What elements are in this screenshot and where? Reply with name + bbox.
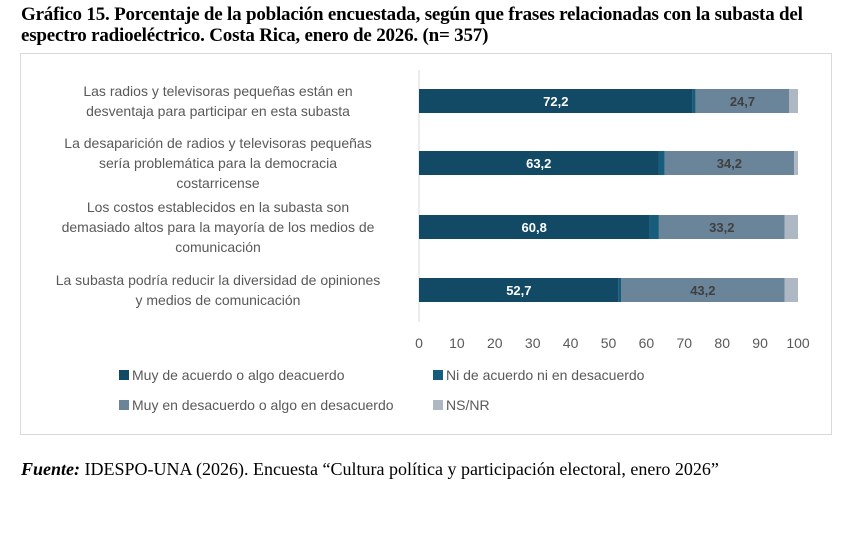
bar-segment [419, 151, 659, 175]
chart-frame [20, 53, 832, 435]
x-tick-label: 30 [525, 335, 541, 351]
chart-title: Gráfico 15. Porcentaje de la población e… [21, 4, 803, 46]
x-tick-label: 40 [563, 335, 579, 351]
x-tick-label: 20 [487, 335, 503, 351]
legend-swatch [433, 400, 443, 410]
legend-swatch [119, 370, 129, 380]
category-label: y medios de comunicación [136, 292, 301, 308]
bar-segment [789, 89, 798, 113]
bar-segment [419, 278, 619, 302]
data-label: 33,2 [709, 220, 734, 235]
bar-segment [649, 215, 659, 239]
x-tick-label: 0 [415, 335, 423, 351]
category-label: sería problemática para la democracia [99, 155, 337, 171]
x-tick-label: 60 [639, 335, 655, 351]
category-label: La desaparición de radios y televisoras … [64, 135, 371, 151]
legend-label: Muy de acuerdo o algo deacuerdo [132, 367, 345, 383]
data-label: 24,7 [730, 94, 755, 109]
category-label: desventaja para participar en esta subas… [86, 103, 350, 119]
category-label: Las radios y televisoras pequeñas están … [83, 83, 352, 99]
category-label: comunicación [175, 239, 261, 255]
data-label: 34,2 [717, 156, 742, 171]
source-text: IDESPO-UNA (2026). Encuesta “Cultura pol… [80, 459, 719, 479]
legend-label: NS/NR [446, 397, 490, 413]
bar-segment [419, 89, 693, 113]
bar-segment [621, 278, 785, 302]
data-label: 72,2 [543, 94, 568, 109]
x-tick-label: 70 [677, 335, 693, 351]
source-note: Fuente: IDESPO-UNA (2026). Encuesta “Cul… [21, 452, 836, 486]
bar-segment [784, 215, 798, 239]
category-label: Los costos establecidos en la subasta so… [87, 199, 349, 215]
legend-label: Muy en desacuerdo o algo en desacuerdo [132, 397, 394, 413]
legend-swatch [119, 400, 129, 410]
x-tick-label: 80 [714, 335, 730, 351]
bar-segment [664, 151, 795, 175]
stacked-bar-chart: 72,2 24,7 Las radios y televisoras pequeña… [56, 70, 810, 413]
data-label: 63,2 [526, 156, 551, 171]
bar-segment [618, 278, 622, 302]
category-label: costarricense [176, 175, 259, 191]
legend-label: Ni de acuerdo ni en desacuerdo [446, 367, 645, 383]
data-label: 43,2 [690, 283, 715, 298]
source-label: Fuente: [21, 459, 81, 479]
bar-segment [784, 278, 798, 302]
bar-segment [794, 151, 798, 175]
category-label: La subasta podría reducir la diversidad … [56, 272, 381, 288]
bar-segment [692, 89, 696, 113]
x-tick-label: 10 [449, 335, 465, 351]
x-tick-label: 50 [601, 335, 617, 351]
bar-segment [419, 215, 650, 239]
data-label: 60,8 [522, 220, 547, 235]
x-tick-label: 100 [786, 335, 810, 351]
x-tick-label: 90 [752, 335, 768, 351]
bar-segment [658, 215, 785, 239]
legend-swatch [433, 370, 443, 380]
data-label: 52,7 [506, 283, 531, 298]
category-label: demasiado altos para la mayoría de los m… [62, 219, 375, 235]
bar-segment [658, 151, 665, 175]
bar-segment [695, 89, 790, 113]
